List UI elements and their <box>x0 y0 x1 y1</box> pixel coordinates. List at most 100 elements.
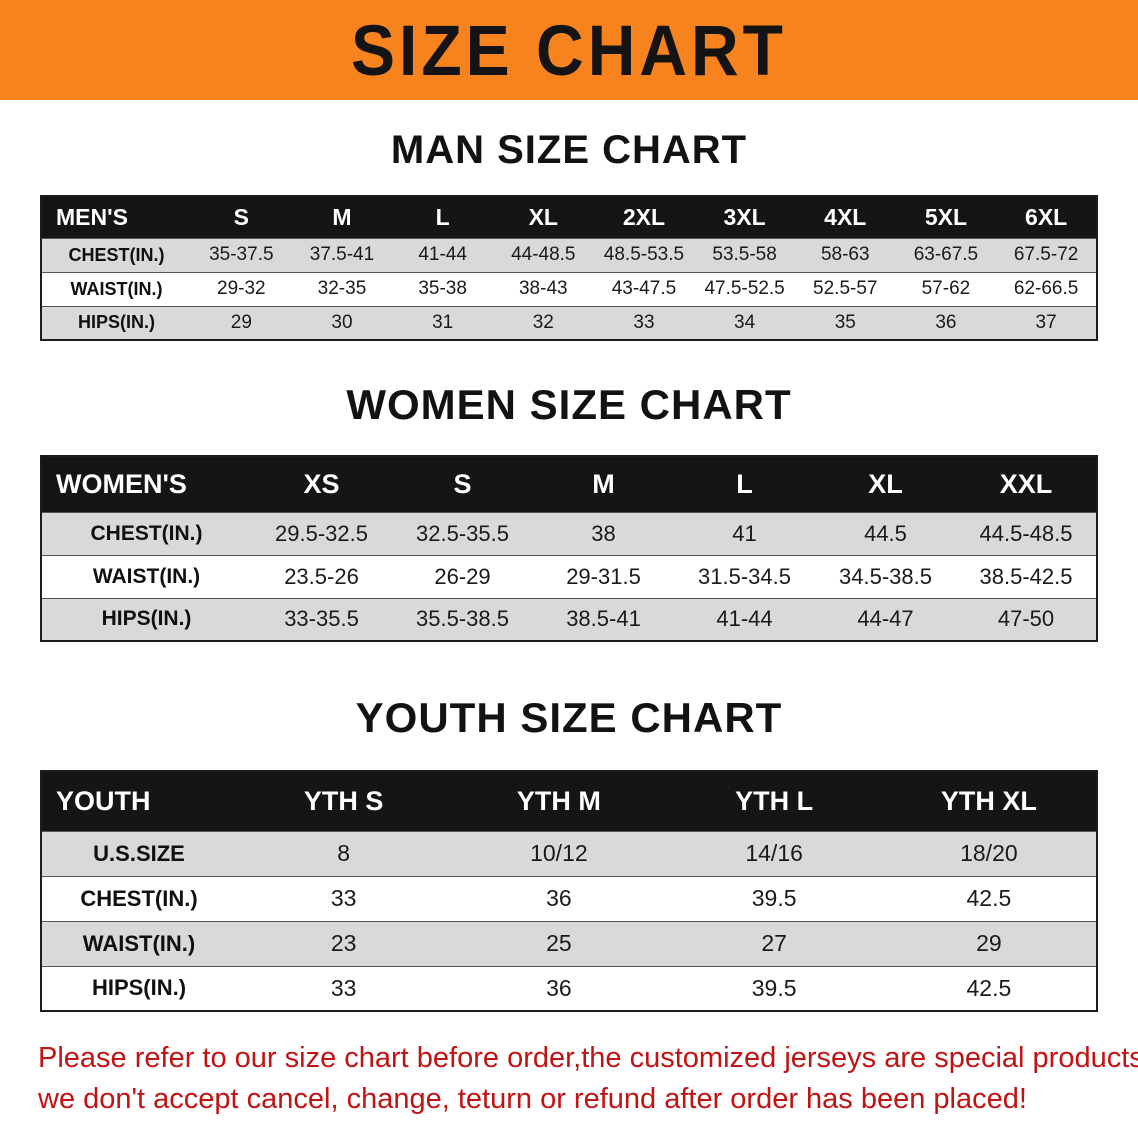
size-header-cell: YTH XL <box>940 785 1037 816</box>
women-size-table: WOMEN'S XS S M L XL XXL CHEST(IN.) 29.5-32.5 32.5… <box>40 455 1098 642</box>
size-value: 29.5-32.5 <box>275 520 368 546</box>
size-value: 58-63 <box>820 244 870 265</box>
size-value: 62-66.5 <box>1013 278 1079 299</box>
size-value: 47.5-52.5 <box>704 278 785 299</box>
table-title-cell: MEN'S <box>56 203 128 230</box>
men-size-table: MEN'S S M L XL 2XL 3XL 4XL 5XL 6XL CHEST(IN.) 35-37… <box>40 195 1098 341</box>
size-value: 31 <box>432 311 454 333</box>
row-label: WAIST(IN.) <box>82 930 196 956</box>
table-header-row: MEN'S S M L XL 2XL 3XL 4XL 5XL 6XL <box>41 196 1097 238</box>
size-header-cell: YTH L <box>735 785 814 816</box>
row-label: HIPS(IN.) <box>91 975 187 1001</box>
table-row: WAIST(IN.) 23.5-26 26-29 29-31.5 31.5-34.5 34… <box>41 555 1097 598</box>
women-size-chart-section: WOMEN SIZE CHART WOMEN'S XS S M L XL XXL CHEST(… <box>0 381 1138 642</box>
size-value: 10/12 <box>530 840 588 866</box>
size-value: 41-44 <box>716 606 773 632</box>
size-value: 26-29 <box>434 563 491 589</box>
size-value: 53.5-58 <box>712 244 777 265</box>
table-row: HIPS(IN.) 33-35.5 35.5-38.5 38.5-41 41-44 44-… <box>41 598 1097 641</box>
size-header-cell: 5XL <box>924 203 968 230</box>
row-label: HIPS(IN.) <box>77 312 155 333</box>
size-value: 36 <box>935 311 957 333</box>
size-value: 29 <box>976 930 1002 956</box>
row-label: U.S.SIZE <box>93 840 185 866</box>
man-size-chart-heading: MAN SIZE CHART <box>390 128 748 172</box>
table-row: HIPS(IN.) 29 30 31 32 33 34 35 36 37 <box>41 306 1097 340</box>
size-header-cell: L <box>736 468 753 499</box>
row-label: CHEST(IN.) <box>68 244 165 265</box>
size-chart-banner: SIZE CHART <box>0 0 1138 100</box>
size-value: 25 <box>546 930 572 956</box>
size-chart-title: SIZE CHART <box>351 10 787 90</box>
size-value: 35-38 <box>418 278 467 299</box>
size-value: 37.5-41 <box>309 244 375 265</box>
size-value: 33 <box>330 885 357 911</box>
table-row: WAIST(IN.) 29-32 32-35 35-38 38-43 43-47.5 47.… <box>41 272 1097 306</box>
size-value: 38-43 <box>518 278 568 299</box>
youth-size-chart-heading: YOUTH SIZE CHART <box>355 694 783 741</box>
size-header-cell: XS <box>303 468 340 499</box>
size-header-cell: S <box>233 203 249 230</box>
size-value: 38.5-42.5 <box>979 563 1073 589</box>
size-header-cell: L <box>435 203 450 230</box>
youth-size-chart-section: YOUTH SIZE CHART YOUTH YTH S YTH M YTH L YTH… <box>0 694 1138 1012</box>
man-size-chart-section: MAN SIZE CHART MEN'S S M L XL 2XL 3XL 4XL 5XL 6XL… <box>0 128 1138 341</box>
size-value: 37 <box>1035 311 1057 333</box>
order-notice-line-2: we don't accept cancel, change, teturn o… <box>38 1082 1027 1115</box>
table-title-cell: YOUTH <box>56 785 151 816</box>
row-label: WAIST(IN.) <box>92 564 201 588</box>
size-value: 63-67.5 <box>913 244 979 265</box>
table-row: CHEST(IN.) 35-37.5 37.5-41 41-44 44-48.5 48.5… <box>41 238 1097 272</box>
size-value: 36 <box>546 974 572 1001</box>
table-row: WAIST(IN.) 23 25 27 29 <box>41 921 1097 966</box>
size-header-cell: 3XL <box>723 203 766 230</box>
size-value: 32-35 <box>317 278 367 299</box>
size-header-cell: M <box>332 203 352 230</box>
row-label: CHEST(IN.) <box>80 885 198 911</box>
size-value: 43-47.5 <box>611 278 677 299</box>
table-header-row: YOUTH YTH S YTH M YTH L YTH XL <box>41 771 1097 831</box>
size-header-cell: 2XL <box>622 203 666 230</box>
size-header-cell: S <box>453 468 472 499</box>
size-value: 41-44 <box>418 244 467 265</box>
size-value: 29 <box>230 311 252 333</box>
size-value: 29-31.5 <box>566 563 641 589</box>
size-value: 38 <box>591 520 616 546</box>
table-header-row: WOMEN'S XS S M L XL XXL <box>41 456 1097 512</box>
size-header-cell: XL <box>528 203 558 230</box>
size-value: 39.5 <box>751 885 797 911</box>
size-value: 32.5-35.5 <box>416 520 509 546</box>
size-header-cell: 6XL <box>1025 203 1068 230</box>
size-value: 34.5-38.5 <box>839 563 932 589</box>
size-header-cell: YTH M <box>516 785 601 816</box>
size-value: 57-62 <box>921 278 971 299</box>
size-value: 41 <box>732 520 757 546</box>
size-value: 14/16 <box>745 840 803 866</box>
order-notice-line-1: Please refer to our size chart before or… <box>38 1042 1138 1074</box>
size-value: 33 <box>633 311 655 333</box>
size-value: 31.5-34.5 <box>698 563 791 589</box>
size-value: 35.5-38.5 <box>416 606 509 632</box>
women-size-chart-heading: WOMEN SIZE CHART <box>346 381 792 428</box>
size-value: 42.5 <box>966 885 1012 911</box>
size-value: 42.5 <box>966 974 1012 1001</box>
table-row: CHEST(IN.) 29.5-32.5 32.5-35.5 38 41 44.5 44.5… <box>41 512 1097 555</box>
table-title-cell: WOMEN'S <box>56 468 187 499</box>
size-header-cell: 4XL <box>824 203 867 230</box>
size-value: 29-32 <box>217 278 266 299</box>
row-label: HIPS(IN.) <box>101 607 192 631</box>
table-row: HIPS(IN.) 33 36 39.5 42.5 <box>41 966 1097 1011</box>
size-value: 44-47 <box>857 606 914 632</box>
size-header-cell: YTH S <box>303 785 384 816</box>
row-label: CHEST(IN.) <box>90 521 203 545</box>
size-value: 35-37.5 <box>209 244 274 265</box>
size-value: 33 <box>330 974 357 1001</box>
size-value: 23 <box>330 930 357 956</box>
size-header-cell: XXL <box>999 468 1053 499</box>
size-value: 44-48.5 <box>511 244 576 265</box>
size-value: 47-50 <box>997 606 1055 632</box>
row-label: WAIST(IN.) <box>70 278 163 299</box>
size-value: 44.5-48.5 <box>979 520 1073 546</box>
size-value: 23.5-26 <box>284 563 359 589</box>
